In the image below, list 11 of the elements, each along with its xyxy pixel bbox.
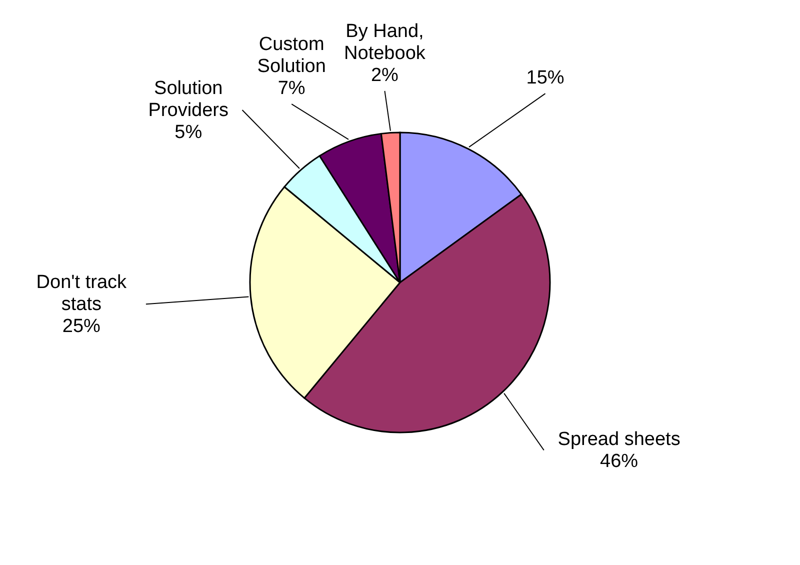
data-label: 46% bbox=[600, 451, 638, 472]
data-label: 5% bbox=[174, 122, 202, 143]
data-label: 2% bbox=[370, 64, 399, 86]
data-label: 7% bbox=[278, 78, 306, 100]
slice-label: Spread sheets bbox=[558, 429, 680, 450]
slice-label: Solution Providers bbox=[148, 78, 229, 121]
slice-label: By Hand, Notebook bbox=[344, 20, 426, 64]
data-label: 15% bbox=[526, 68, 564, 89]
data-label: 25% bbox=[62, 316, 101, 338]
slice-label: Don't track stats bbox=[36, 272, 128, 316]
slice-label: Custom Solution bbox=[257, 34, 326, 78]
